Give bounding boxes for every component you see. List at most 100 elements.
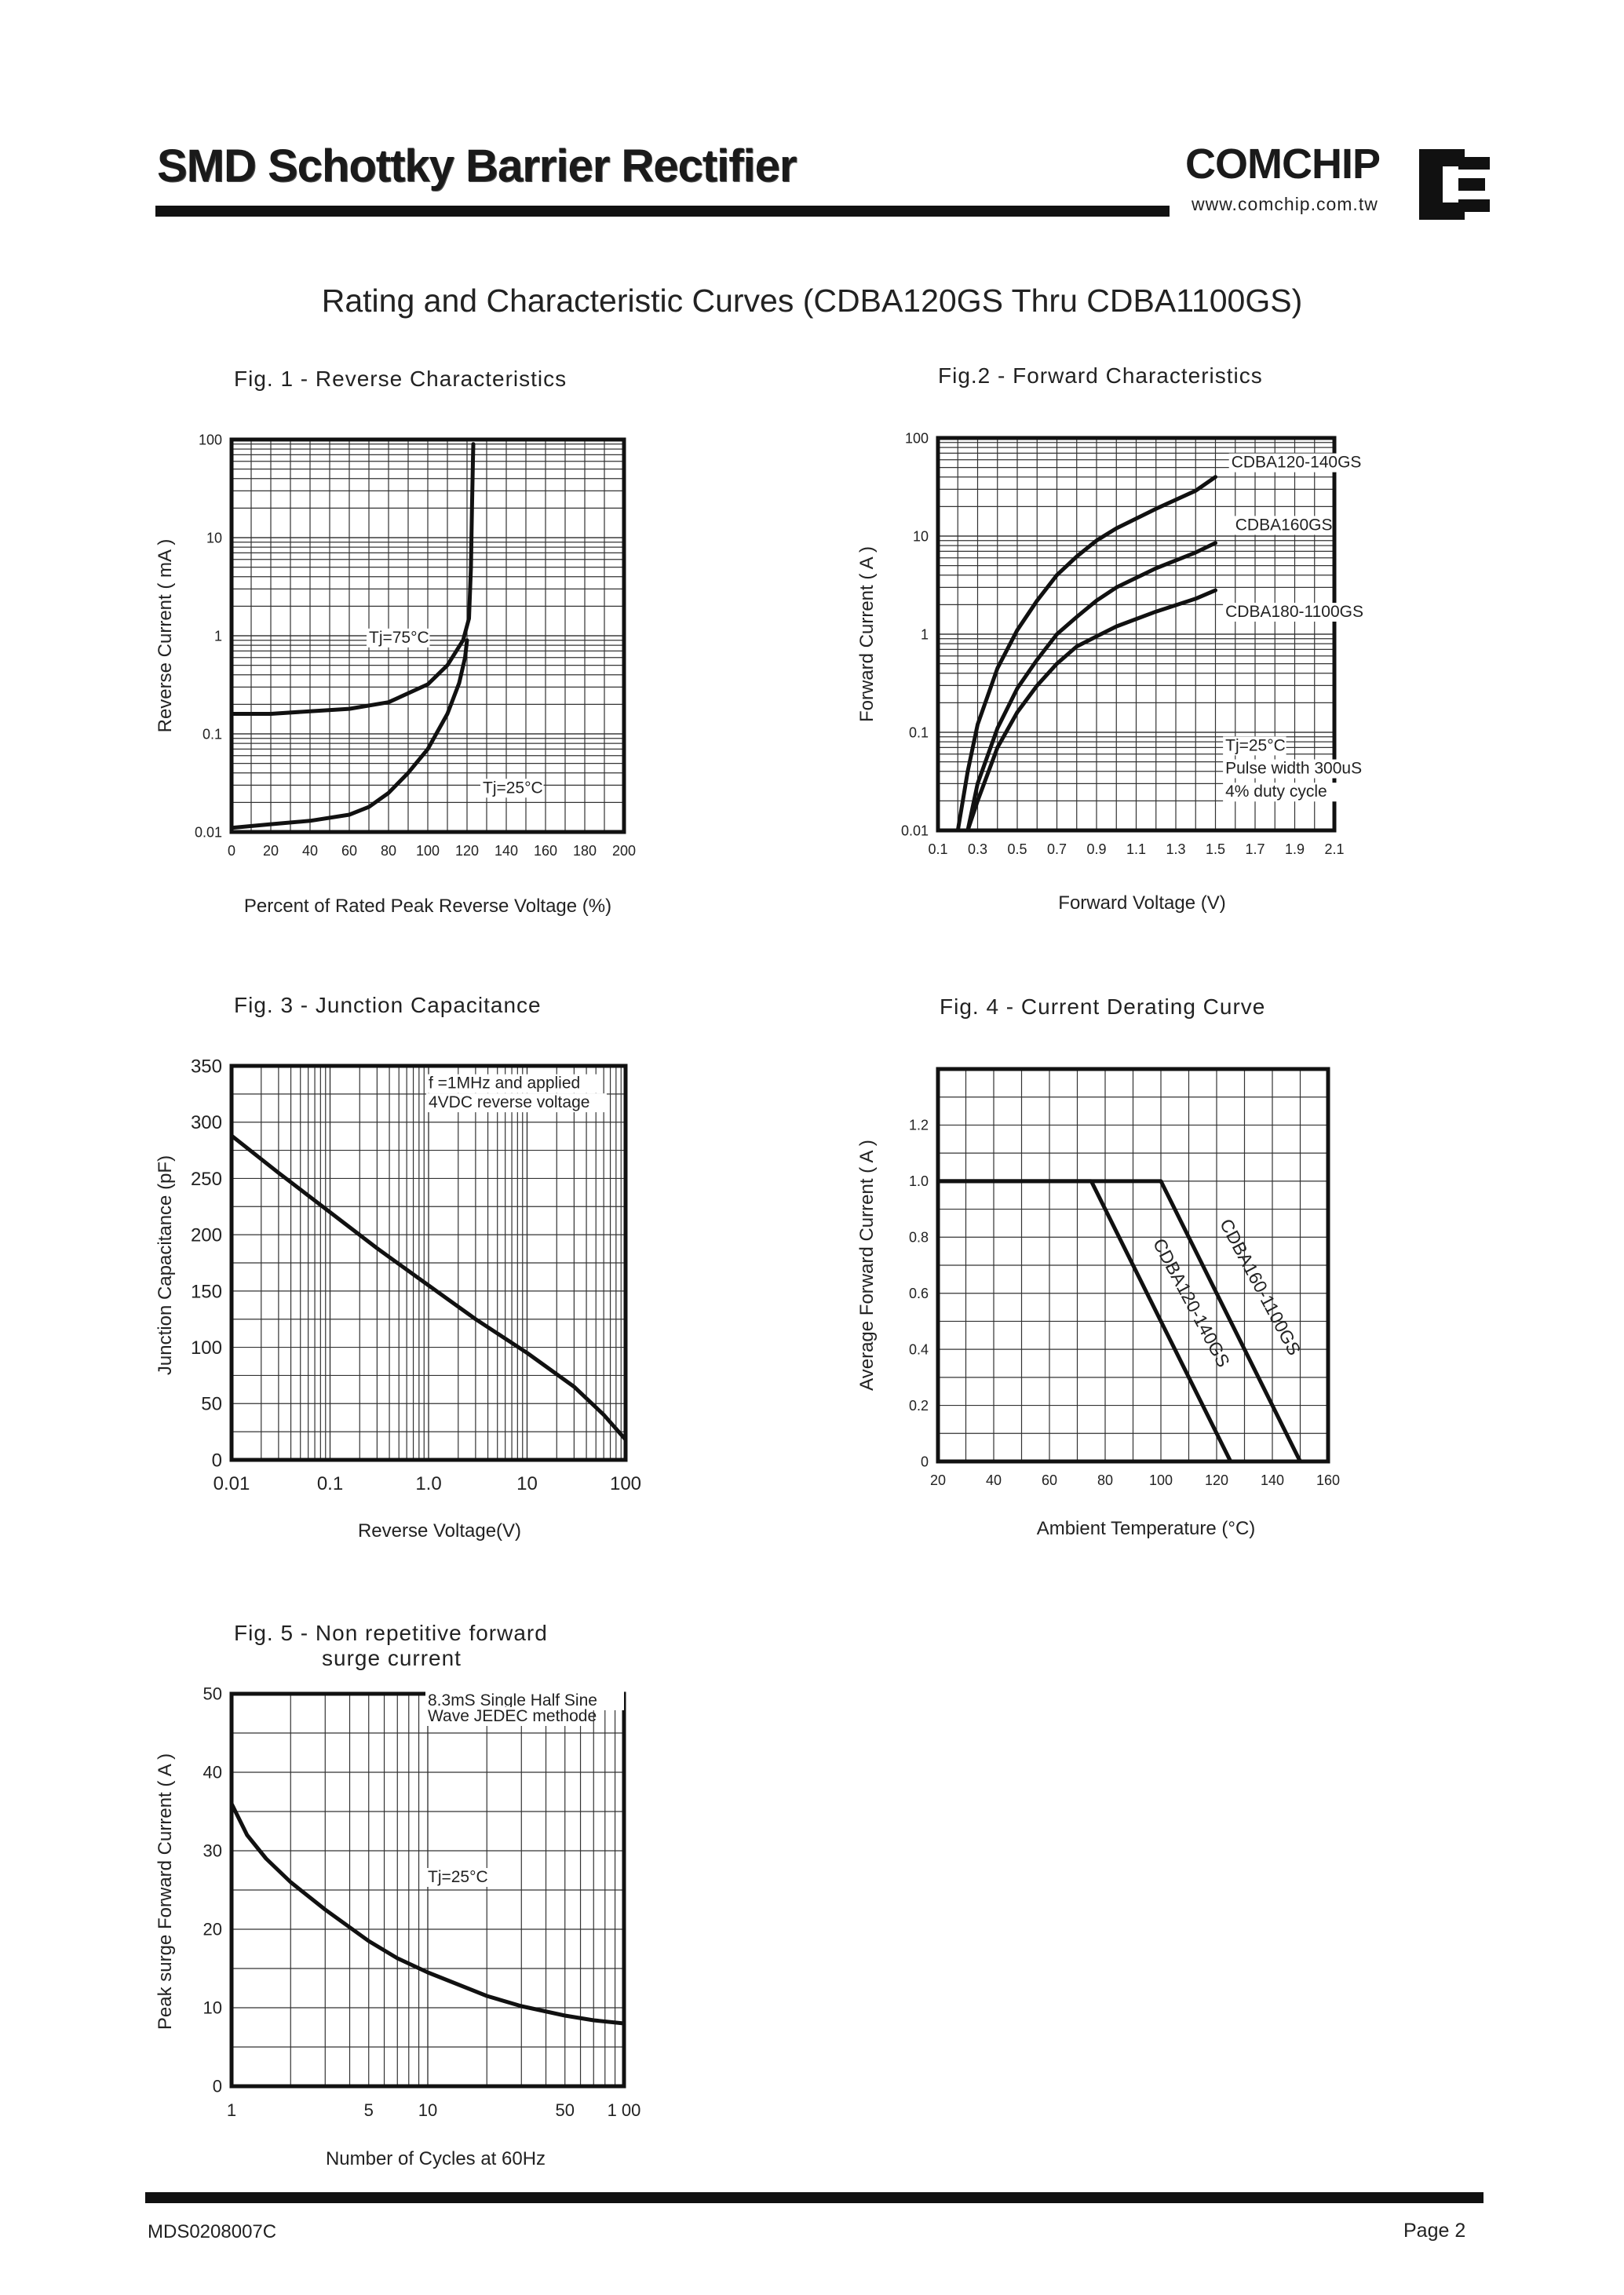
y-tick-label: 0.6 bbox=[909, 1286, 929, 1301]
x-tick-label: 20 bbox=[930, 1472, 946, 1488]
annotation-text: Tj=25°C bbox=[483, 779, 543, 797]
series-label-bg bbox=[1223, 602, 1356, 622]
y-tick-label: 0 bbox=[213, 2077, 222, 2096]
y-tick-label: 30 bbox=[203, 1841, 222, 1861]
y-axis-label: Junction Capacitance (pF) bbox=[155, 1155, 176, 1375]
x-tick-label: 80 bbox=[381, 843, 396, 859]
x-tick-label: 0.01 bbox=[213, 1473, 250, 1494]
series-label-bg bbox=[1228, 453, 1352, 472]
annotation-text: f =1MHz and applied bbox=[429, 1075, 580, 1093]
footer-rule bbox=[145, 2192, 1483, 2203]
x-tick-label: 1.7 bbox=[1245, 841, 1265, 857]
annotation-bg bbox=[1223, 759, 1377, 779]
x-tick-label: 1.9 bbox=[1285, 841, 1305, 857]
figure-title: Fig. 5 - Non repetitive forward bbox=[234, 1621, 548, 1645]
x-tick-label: 120 bbox=[455, 843, 479, 859]
x-tick-label: 180 bbox=[573, 843, 597, 859]
annotation-text: Pulse width 300uS bbox=[1225, 760, 1362, 778]
figure-title: Fig. 1 - Reverse Characteristics bbox=[234, 367, 567, 391]
y-tick-label: 0.8 bbox=[909, 1230, 929, 1246]
annotation-text: Wave JEDEC methode bbox=[428, 1707, 597, 1725]
x-axis-label: Number of Cycles at 60Hz bbox=[326, 2148, 546, 2169]
y-tick-label: 300 bbox=[191, 1112, 222, 1133]
y-tick-label: 10 bbox=[203, 1998, 222, 2018]
series-label: CDBA160GS bbox=[1235, 516, 1333, 534]
x-tick-label: 40 bbox=[986, 1472, 1002, 1488]
annotation-bg bbox=[1223, 783, 1341, 802]
series-line bbox=[229, 1133, 628, 1442]
x-tick-label: 0.1 bbox=[928, 841, 947, 857]
x-tick-label: 0.3 bbox=[968, 841, 987, 857]
x-tick-label: 0.7 bbox=[1047, 841, 1067, 857]
plot-frame bbox=[229, 1064, 628, 1462]
y-tick-label: 0.01 bbox=[195, 824, 222, 840]
y-tick-label: 10 bbox=[206, 530, 222, 545]
annotation-bg bbox=[480, 779, 544, 798]
x-tick-label: 5 bbox=[364, 2100, 374, 2120]
x-tick-label: 0.9 bbox=[1086, 841, 1106, 857]
y-axis-label: Average Forward Current ( A ) bbox=[856, 1140, 878, 1391]
y-tick-label: 1 bbox=[921, 626, 929, 642]
x-tick-label: 80 bbox=[1097, 1472, 1113, 1488]
annotation-text: 4VDC reverse voltage bbox=[429, 1093, 589, 1111]
series-line bbox=[955, 475, 1217, 833]
x-axis-label: Reverse Voltage(V) bbox=[358, 1520, 521, 1542]
y-axis-label: Reverse Current ( mA ) bbox=[155, 539, 176, 733]
y-tick-label: 0.01 bbox=[901, 823, 929, 838]
x-tick-label: 120 bbox=[1205, 1472, 1228, 1488]
title-rule bbox=[155, 206, 1170, 217]
x-tick-label: 10 bbox=[516, 1473, 538, 1494]
y-tick-label: 250 bbox=[191, 1169, 222, 1190]
x-tick-label: 1.1 bbox=[1126, 841, 1146, 857]
series-line bbox=[965, 588, 1217, 833]
y-tick-label: 50 bbox=[203, 1684, 222, 1704]
y-tick-label: 20 bbox=[203, 1920, 222, 1939]
annotation-text: 8.3mS Single Half Sine bbox=[428, 1691, 597, 1709]
y-tick-label: 100 bbox=[905, 430, 929, 446]
x-tick-label: 100 bbox=[416, 843, 440, 859]
y-tick-label: 0.4 bbox=[909, 1341, 929, 1357]
x-tick-label: 140 bbox=[494, 843, 518, 859]
figure-title: Fig. 3 - Junction Capacitance bbox=[234, 993, 542, 1017]
page-number: Page 2 bbox=[1403, 2220, 1466, 2242]
x-axis-label: Ambient Temperature (°C) bbox=[1037, 1518, 1256, 1539]
y-tick-label: 350 bbox=[191, 1056, 222, 1077]
x-tick-label: 200 bbox=[612, 843, 636, 859]
document-code: MDS0208007C bbox=[148, 2221, 277, 2242]
ce-logo-icon bbox=[1419, 149, 1490, 220]
y-tick-label: 0 bbox=[921, 1454, 929, 1469]
x-tick-label: 100 bbox=[1149, 1472, 1173, 1488]
plot-frame bbox=[936, 436, 1337, 833]
series-line bbox=[229, 1801, 626, 2026]
y-tick-label: 0.1 bbox=[909, 724, 929, 740]
annotation-bg bbox=[425, 1868, 489, 1887]
x-axis-label: Percent of Rated Peak Reverse Voltage (%… bbox=[244, 896, 611, 917]
series-label-bg bbox=[1232, 516, 1318, 535]
y-tick-label: 150 bbox=[191, 1281, 222, 1302]
y-tick-label: 1 bbox=[214, 628, 222, 644]
x-tick-label: 100 bbox=[610, 1473, 641, 1494]
x-tick-label: 40 bbox=[302, 843, 318, 859]
y-tick-label: 50 bbox=[201, 1394, 222, 1415]
y-tick-label: 100 bbox=[199, 432, 222, 447]
annotation-text: Tj=25°C bbox=[428, 1868, 488, 1886]
x-tick-label: 160 bbox=[1316, 1472, 1340, 1488]
x-tick-label: 160 bbox=[534, 843, 557, 859]
series-line bbox=[229, 442, 476, 716]
figure-title: Fig. 4 - Current Derating Curve bbox=[940, 994, 1265, 1019]
figure-title: Fig.2 - Forward Characteristics bbox=[938, 363, 1263, 388]
x-tick-label: 20 bbox=[263, 843, 279, 859]
x-tick-label: 1.5 bbox=[1206, 841, 1225, 857]
section-heading: Rating and Characteristic Curves (CDBA12… bbox=[321, 283, 1303, 319]
x-tick-label: 50 bbox=[556, 2100, 575, 2120]
x-tick-label: 140 bbox=[1261, 1472, 1284, 1488]
y-axis-label: Forward Current ( A ) bbox=[856, 546, 878, 722]
document-title: SMD Schottky Barrier Rectifier bbox=[157, 140, 797, 192]
annotation-text: Tj=25°C bbox=[1225, 736, 1286, 754]
x-tick-label: 60 bbox=[341, 843, 357, 859]
series-label: CDBA180-1100GS bbox=[1225, 603, 1363, 621]
x-tick-label: 1 bbox=[227, 2100, 236, 2120]
annotation-bg bbox=[367, 628, 430, 648]
x-tick-label: 1.3 bbox=[1166, 841, 1185, 857]
